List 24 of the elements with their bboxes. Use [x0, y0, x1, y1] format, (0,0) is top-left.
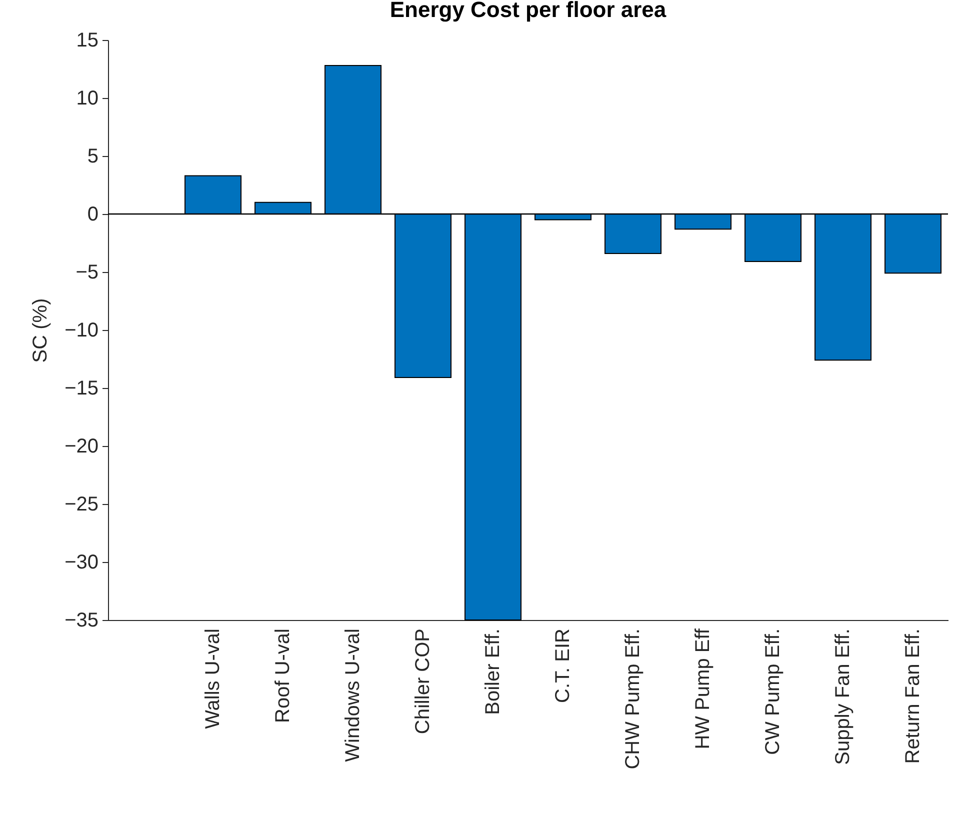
- x-tick-label: CW Pump Eff.: [762, 628, 784, 755]
- y-tick-label: −20: [64, 436, 98, 458]
- x-tick-label: Chiller COP: [412, 628, 434, 734]
- y-tick-label: −15: [64, 378, 98, 400]
- y-tick-label: −5: [76, 262, 98, 284]
- y-tick-label: 10: [76, 88, 98, 110]
- x-tick-label: Supply Fan Eff.: [832, 628, 854, 765]
- x-tick-label: Windows U-val: [342, 628, 364, 762]
- x-tick-label: Boiler Eff.: [482, 628, 504, 715]
- x-tick-label: Walls U-val: [202, 628, 224, 729]
- y-tick-label: 5: [87, 146, 98, 168]
- y-tick-label: 15: [76, 30, 98, 52]
- x-tick-label: Return Fan Eff.: [902, 628, 924, 764]
- x-tick-label: HW Pump Eff: [692, 628, 714, 750]
- x-tick-label: CHW Pump Eff.: [622, 628, 644, 770]
- chart-title: Energy Cost per floor area: [390, 0, 667, 22]
- y-tick-label: −10: [64, 320, 98, 342]
- x-tick-label: Roof U-val: [272, 628, 294, 723]
- y-tick-label: −35: [64, 610, 98, 632]
- y-tick-label: 0: [87, 204, 98, 226]
- y-tick-label: −25: [64, 494, 98, 516]
- y-axis-title: SC (%): [30, 298, 52, 363]
- x-tick-label: C.T. EIR: [552, 628, 574, 703]
- y-tick-label: −30: [64, 552, 98, 574]
